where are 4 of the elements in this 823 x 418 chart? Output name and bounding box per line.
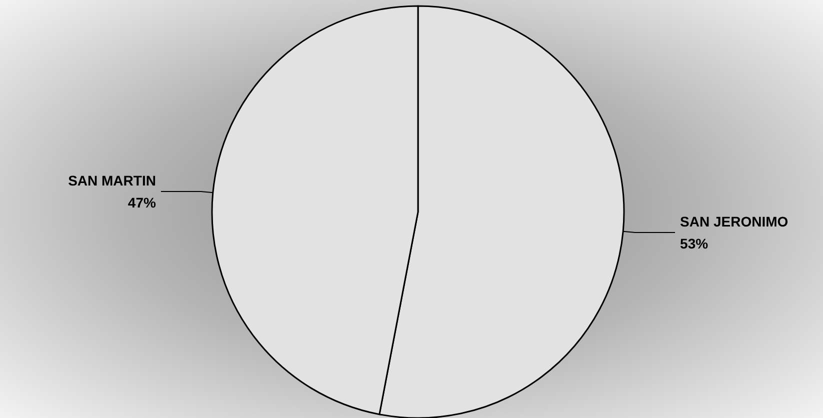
data-label: 47% (128, 194, 157, 210)
data-label: 53% (680, 236, 709, 252)
slice-label: SAN JERONIMO (680, 214, 788, 230)
slice-label: SAN MARTIN (68, 172, 156, 188)
